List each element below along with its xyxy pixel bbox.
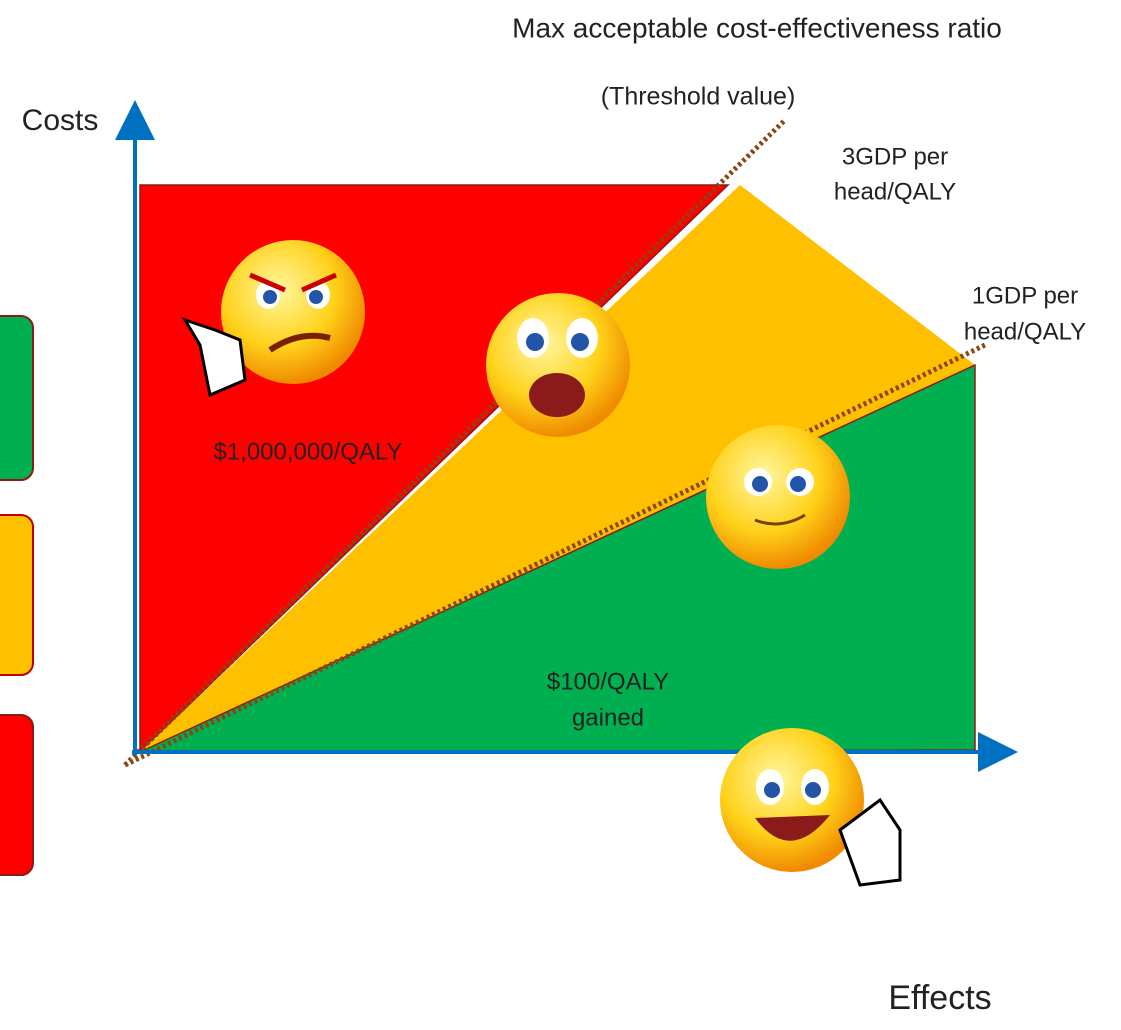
threshold-label: head/QALY [964, 318, 1086, 345]
region-label: gained [572, 704, 644, 731]
scared-face [486, 293, 630, 437]
title: Max acceptable cost-effectiveness ratio [512, 12, 1002, 43]
diagram: Max acceptable cost-effectiveness ratio … [0, 0, 1121, 1030]
subtitle: (Threshold value) [601, 83, 796, 111]
threshold-label: head/QALY [834, 178, 956, 205]
x-axis-label: Effects [888, 979, 991, 1017]
region-label: $100/QALY [547, 668, 669, 695]
region-label: $1,000,000/QALY [213, 438, 402, 465]
y-axis-label: Costs [22, 104, 99, 137]
threshold-label: 3GDP per [842, 143, 948, 170]
threshold-label: 1GDP per [972, 282, 1078, 309]
legend-box [0, 715, 33, 875]
legend-box [0, 515, 33, 675]
legend-box [0, 316, 33, 480]
neutral-face [706, 425, 850, 569]
